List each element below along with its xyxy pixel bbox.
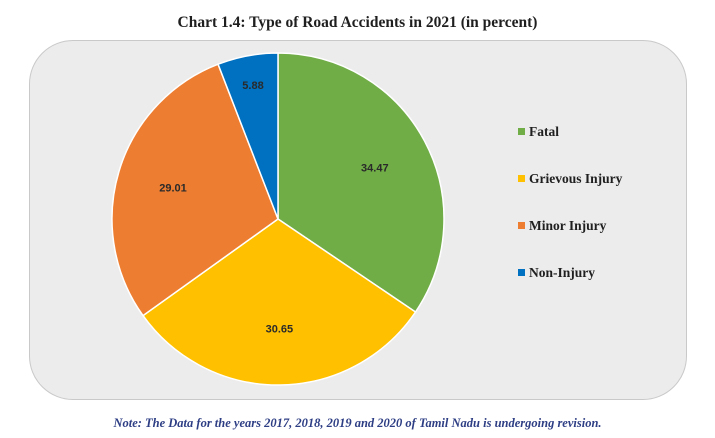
legend-label: Minor Injury bbox=[529, 218, 607, 233]
legend-item-minor-injury: Minor Injury bbox=[518, 218, 606, 234]
legend-label: Fatal bbox=[529, 124, 559, 139]
pie-slice-grievous-injury bbox=[141, 218, 417, 386]
legend-swatch bbox=[518, 175, 525, 182]
data-label-grievous-injury: 30.65 bbox=[266, 324, 294, 336]
legend-swatch bbox=[518, 128, 525, 135]
note-text: Note: The Data for the years 2017, 2018,… bbox=[113, 416, 602, 430]
legend-swatch bbox=[518, 222, 525, 229]
legend-label: Grievous Injury bbox=[529, 171, 623, 186]
data-label-non-injury: 5.88 bbox=[242, 80, 263, 92]
pie-slice-non-injury bbox=[217, 52, 279, 220]
legend-label: Non-Injury bbox=[529, 265, 596, 280]
legend-item-fatal: Fatal bbox=[518, 124, 559, 140]
legend-swatch bbox=[518, 269, 525, 276]
legend-item-grievous-injury: Grievous Injury bbox=[518, 171, 622, 187]
pie-slice-minor-injury bbox=[111, 63, 279, 317]
pie-slice-fatal bbox=[277, 52, 445, 314]
legend-item-non-injury: Non-Injury bbox=[518, 265, 595, 281]
data-label-fatal: 34.47 bbox=[361, 163, 389, 175]
data-label-minor-injury: 29.01 bbox=[159, 183, 187, 195]
chart-title: Chart 1.4: Type of Road Accidents in 202… bbox=[177, 14, 538, 31]
